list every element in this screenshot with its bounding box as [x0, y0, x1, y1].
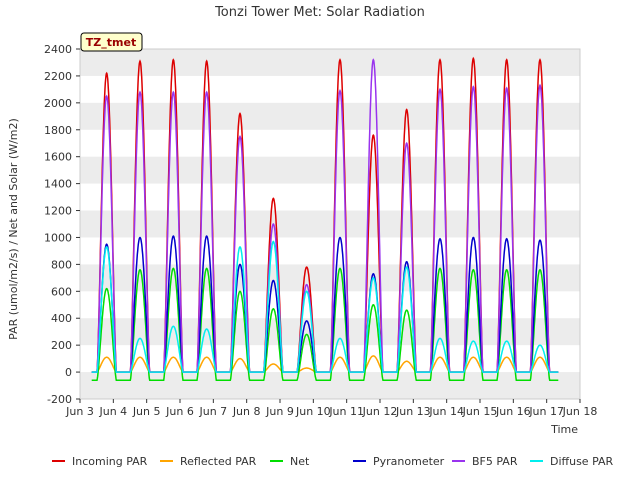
- y-tick-label: 0: [65, 366, 72, 379]
- legend-label-bf5-par: BF5 PAR: [472, 455, 518, 468]
- tag-label: TZ_tmet: [86, 36, 136, 49]
- tag-box: TZ_tmet: [80, 32, 143, 52]
- x-tick-label: Jun 7: [198, 405, 227, 418]
- grid-band: [80, 49, 580, 76]
- x-tick-label: Jun 8: [232, 405, 261, 418]
- x-tick-label: Jun 14: [428, 405, 464, 418]
- legend: Incoming PAR Reflected PAR Net Pyranometer B…: [52, 455, 614, 468]
- x-axis-label: Time: [550, 423, 578, 436]
- plot-frame: [79, 48, 581, 400]
- y-tick-label: 2000: [44, 97, 72, 110]
- y-tick-label: 800: [51, 258, 72, 271]
- y-tick-label: 2200: [44, 70, 72, 83]
- x-tick-label: Jun 17: [528, 405, 564, 418]
- y-tick-label: 1600: [44, 151, 72, 164]
- grid-band: [80, 318, 580, 346]
- y-tick-label: 1200: [44, 205, 72, 218]
- chart-title: Tonzi Tower Met: Solar Radiation: [214, 5, 425, 20]
- y-tick-label: 1800: [44, 124, 72, 137]
- grid-band: [80, 264, 580, 292]
- x-tick-label: Jun 15: [462, 405, 498, 418]
- legend-label-net: Net: [290, 455, 310, 468]
- y-axis-ticks: -200 0 200 400 600 800 1000 1200 1400 1600 1800 200…: [44, 43, 80, 406]
- y-tick-label: 400: [51, 312, 72, 325]
- x-tick-label: Jun 12: [362, 405, 398, 418]
- grid-band: [80, 102, 580, 130]
- x-axis-ticks: Jun 3 Jun 4 Jun 5 Jun 6 Jun 7 Jun 8 Jun 9 Jun 1…: [65, 399, 597, 418]
- series-line-diffuse-par: [91, 240, 559, 373]
- x-tick-label: Jun 9: [265, 405, 294, 418]
- x-tick-label: Jun 4: [98, 405, 127, 418]
- y-tick-label: 2400: [44, 43, 72, 56]
- x-tick-label: Jun 18: [562, 405, 598, 418]
- x-tick-label: Jun 13: [395, 405, 431, 418]
- x-tick-label: Jun 16: [495, 405, 531, 418]
- grid-bands: [80, 49, 580, 399]
- series-layer: [91, 56, 559, 381]
- y-tick-label: -200: [47, 393, 72, 406]
- legend-label-diffuse-par: Diffuse PAR: [550, 455, 614, 468]
- legend-label-pyranometer: Pyranometer: [373, 455, 445, 468]
- y-tick-label: 1400: [44, 178, 72, 191]
- grid-band: [80, 210, 580, 238]
- y-axis-label: PAR (umol/m2/s) / Net and Solar (W/m2): [7, 118, 20, 340]
- x-tick-label: Jun 10: [295, 405, 331, 418]
- x-tick-label: Jun 5: [132, 405, 161, 418]
- legend-label-reflected-par: Reflected PAR: [180, 455, 257, 468]
- x-tick-label: Jun 11: [328, 405, 364, 418]
- legend-label-incoming-par: Incoming PAR: [72, 455, 148, 468]
- y-tick-label: 1000: [44, 231, 72, 244]
- x-tick-label: Jun 3: [65, 405, 94, 418]
- y-tick-label: 600: [51, 285, 72, 298]
- grid-band: [80, 372, 580, 399]
- x-tick-label: Jun 6: [165, 405, 194, 418]
- grid-band: [80, 156, 580, 184]
- y-tick-label: 200: [51, 339, 72, 352]
